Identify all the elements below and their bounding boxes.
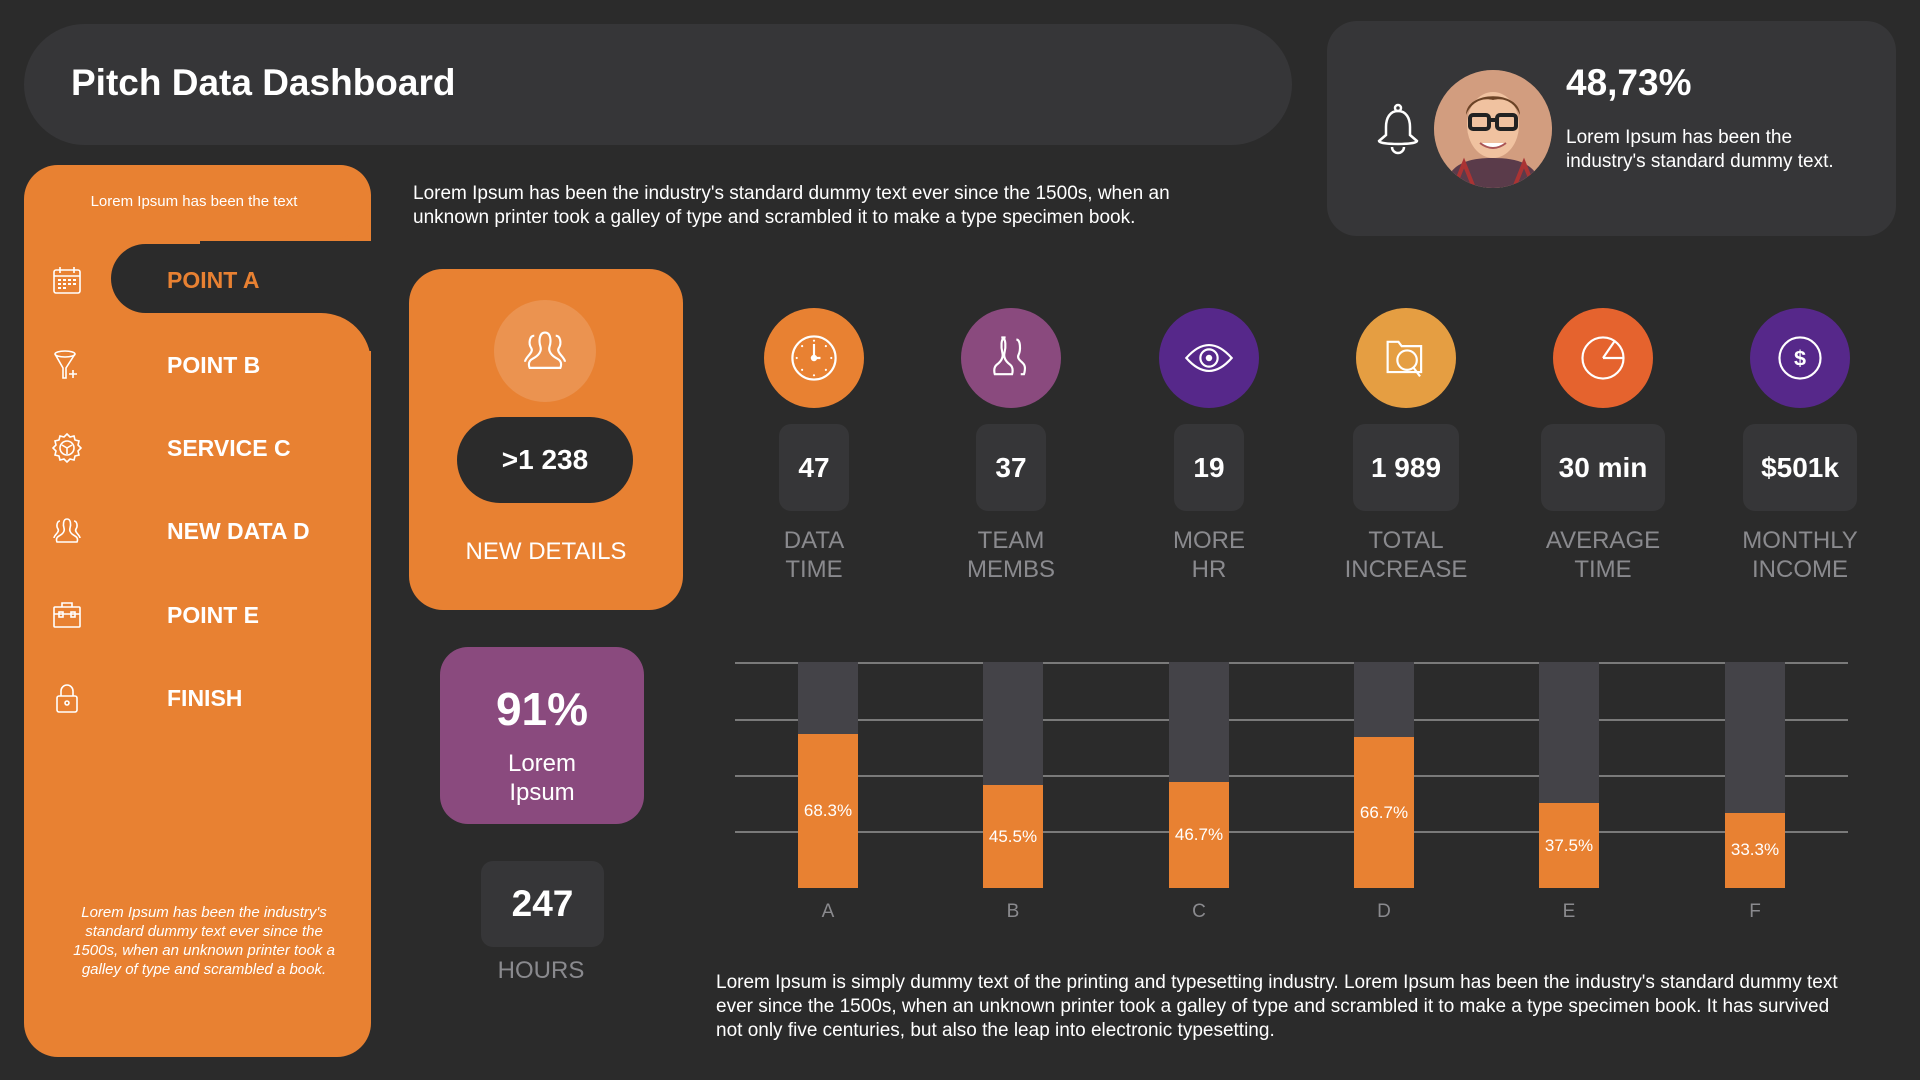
stat-value: 47 <box>779 424 849 511</box>
bar-F <box>1725 812 1785 888</box>
percent-value: 91% <box>495 683 589 735</box>
sidebar-item-point-b[interactable]: POINT B <box>167 352 261 378</box>
toolbox-icon <box>53 602 81 628</box>
stat-icon-circle: $ <box>1750 308 1850 408</box>
funnel-plus-icon <box>54 350 77 379</box>
lock-icon <box>56 684 78 713</box>
stat-value: 37 <box>976 424 1046 511</box>
sidebar-top-shape <box>200 165 371 241</box>
x-tick-label: F <box>1749 901 1761 922</box>
stat-value: 1 989 <box>1352 424 1460 511</box>
bell-icon[interactable] <box>1376 103 1420 157</box>
stat-label-line2: TIME <box>1574 556 1632 583</box>
stat-label-line1: TOTAL <box>1368 527 1444 554</box>
profile-card <box>1327 21 1896 236</box>
avatar <box>1434 70 1552 188</box>
stat-label-line1: TEAM <box>977 527 1045 554</box>
bar-data-label: 66.7% <box>1359 802 1409 822</box>
bar-data-label: 68.3% <box>803 800 853 820</box>
new-details-label: NEW DETAILS <box>465 538 627 565</box>
stat-icon-circle <box>961 308 1061 408</box>
clock-icon <box>791 335 837 381</box>
bar-B <box>983 785 1043 888</box>
stat-label-line2: HR <box>1191 556 1227 583</box>
team-icon <box>523 331 567 369</box>
percent-card <box>440 647 644 824</box>
sidebar-item-point-a[interactable]: POINT A <box>167 267 260 293</box>
bar-D <box>1354 737 1414 888</box>
pie-chart-icon <box>1581 336 1625 380</box>
team-icon-circle <box>494 300 596 402</box>
page-title: Pitch Data Dashboard <box>71 62 456 103</box>
stat-label-line2: MEMBS <box>966 556 1055 583</box>
bar-data-label: 33.3% <box>1730 840 1780 860</box>
bar-A <box>798 733 858 888</box>
svg-text:$: $ <box>1794 346 1806 371</box>
bar-data-label: 37.5% <box>1544 835 1594 855</box>
stat-icon-circle <box>1553 308 1653 408</box>
chart-gridline <box>735 662 1848 664</box>
profile-text: Lorem Ipsum has been the industry's stan… <box>1566 127 1834 172</box>
sidebar-top-label: Lorem Ipsum has been the text <box>90 193 298 210</box>
users-icon <box>53 518 81 543</box>
bar-data-label: 46.7% <box>1174 825 1224 845</box>
eye-icon <box>1184 343 1234 373</box>
stat-label-line2: TIME <box>785 556 843 583</box>
gear-icon <box>52 433 82 463</box>
folder-search-icon <box>1386 340 1423 378</box>
chart-gridline <box>735 719 1848 721</box>
calendar-icon <box>53 267 81 294</box>
chart-gridline <box>735 775 1848 777</box>
stat-label-line2: INCOME <box>1752 556 1848 583</box>
intro-text: Lorem Ipsum has been the industry's stan… <box>413 183 1170 228</box>
hours-label: HOURS <box>497 957 585 984</box>
team-icon <box>993 336 1026 376</box>
chart-gridline <box>735 831 1848 833</box>
x-tick-label: C <box>1192 901 1206 922</box>
footer-text: Lorem Ipsum is simply dummy text of the … <box>716 972 1838 1041</box>
sidebar-item-new-data-d[interactable]: NEW DATA D <box>167 518 310 544</box>
stat-icon-circle <box>764 308 864 408</box>
bar-data-label: 45.5% <box>988 826 1038 846</box>
stat-label-line1: MONTHLY <box>1742 527 1858 554</box>
sidebar-lower-shape <box>200 313 371 373</box>
dollar-icon: $ <box>1778 336 1822 380</box>
x-tick-label: D <box>1377 901 1391 922</box>
stat-label-line1: AVERAGE <box>1545 527 1661 554</box>
stat-label-line2: INCREASE <box>1344 556 1468 583</box>
hours-value: 247 <box>481 861 604 947</box>
stat-label-line1: MORE <box>1173 527 1245 554</box>
new-details-value: >1 238 <box>457 417 633 503</box>
stat-icon-circle <box>1356 308 1456 408</box>
profile-value: 48,73% <box>1566 62 1692 103</box>
x-tick-label: A <box>821 901 835 922</box>
x-tick-label: B <box>1006 901 1020 922</box>
percent-label: Lorem Ipsum <box>507 750 577 806</box>
sidebar-item-point-e[interactable]: POINT E <box>167 602 260 628</box>
sidebar-footer-text: Lorem Ipsum has been the industry's stan… <box>73 904 335 978</box>
sidebar-item-active-pill[interactable] <box>111 244 372 313</box>
sidebar-item-service-c[interactable]: SERVICE C <box>167 435 291 461</box>
header-bar <box>24 24 1292 145</box>
stat-value: 30 min <box>1540 424 1666 511</box>
bar-C <box>1169 782 1229 888</box>
bar-E <box>1539 803 1599 888</box>
stat-icon-circle <box>1159 308 1259 408</box>
stat-label-line1: DATA <box>783 527 845 554</box>
stat-value: $501k <box>1743 424 1857 511</box>
x-tick-label: E <box>1562 901 1576 922</box>
sidebar-item-finish[interactable]: FINISH <box>167 685 243 711</box>
stat-value: 19 <box>1174 424 1244 511</box>
